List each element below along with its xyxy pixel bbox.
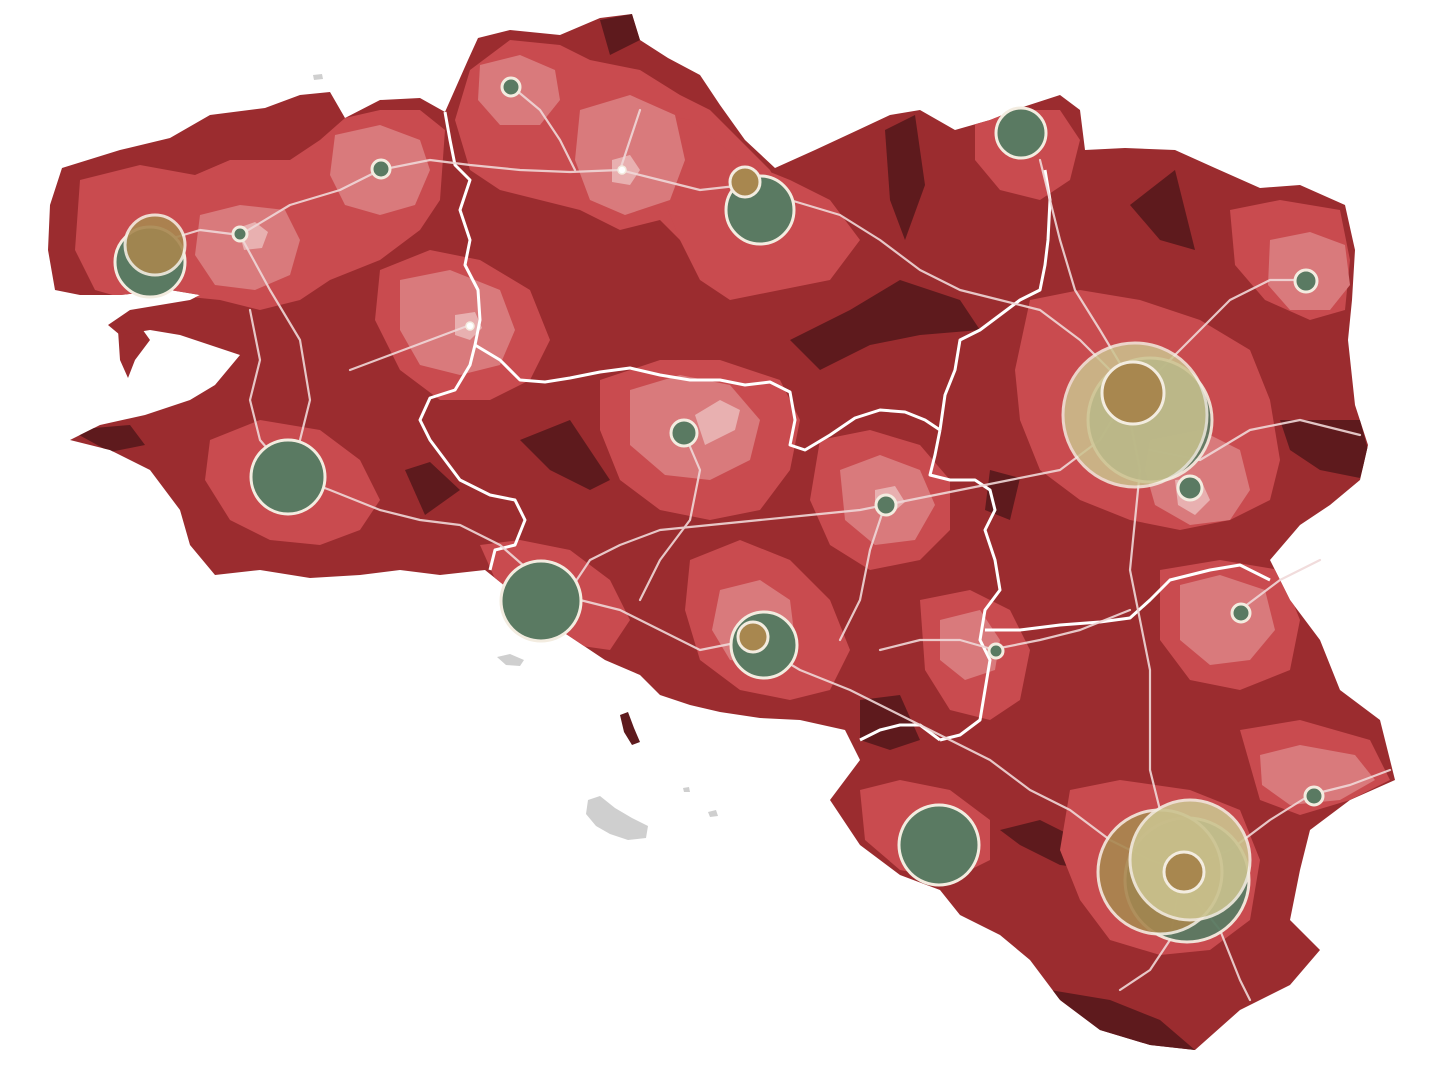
border-finistere-cotes bbox=[418, 111, 527, 571]
zone-dark-3 bbox=[790, 280, 980, 370]
road-pontivy bbox=[638, 433, 702, 602]
road-ploermel bbox=[838, 503, 887, 642]
road-rennes-stmalo bbox=[1038, 158, 1132, 382]
circle-marker-icon[interactable] bbox=[669, 418, 699, 448]
circle-marker-icon[interactable] bbox=[231, 225, 249, 243]
road-guingamp-north bbox=[618, 108, 642, 172]
road-loire bbox=[988, 608, 1132, 652]
border-cotes-morbihan bbox=[474, 343, 941, 452]
zone-dark-6 bbox=[405, 462, 460, 515]
circle-marker-icon[interactable] bbox=[1303, 785, 1325, 807]
road-n24 bbox=[568, 388, 1132, 592]
island-groix bbox=[497, 654, 524, 666]
road-morlaix-lannion bbox=[508, 83, 577, 172]
circle-marker-icon[interactable] bbox=[897, 803, 981, 887]
island-small-1 bbox=[708, 810, 718, 817]
circle-marker-icon[interactable] bbox=[1293, 268, 1319, 294]
border-cotes-ille bbox=[938, 169, 1052, 431]
zone-dark-5 bbox=[520, 420, 610, 490]
zone-pale-pontivy bbox=[695, 400, 740, 445]
circle-marker-icon[interactable] bbox=[1100, 360, 1166, 426]
zone-dark-8 bbox=[1050, 990, 1195, 1050]
road-redon bbox=[878, 638, 997, 652]
zone-dark-2 bbox=[885, 115, 925, 240]
circle-marker-icon[interactable] bbox=[1230, 602, 1252, 624]
zone-lighter-vitre bbox=[1180, 575, 1275, 665]
circle-marker-icon[interactable] bbox=[123, 213, 187, 277]
circle-marker-icon[interactable] bbox=[1176, 474, 1204, 502]
zone-dark-4 bbox=[1280, 420, 1368, 478]
zone-dark-9 bbox=[860, 695, 920, 750]
island-crozon-tip bbox=[118, 326, 150, 378]
city-markers[interactable] bbox=[113, 76, 1325, 944]
circle-marker-icon[interactable] bbox=[1162, 850, 1206, 894]
circle-marker-icon[interactable] bbox=[617, 165, 627, 175]
islands bbox=[118, 74, 718, 840]
circle-marker-icon[interactable] bbox=[736, 620, 770, 654]
road-vitre-east bbox=[1238, 558, 1322, 612]
circle-marker-icon[interactable] bbox=[728, 165, 762, 199]
zone-dark-1 bbox=[1130, 170, 1195, 250]
island-small-2 bbox=[683, 787, 690, 792]
border-ille-loire bbox=[985, 563, 1271, 632]
zone-lighter-redon bbox=[940, 610, 1000, 680]
road-n12-north bbox=[148, 158, 1132, 392]
circle-marker-icon[interactable] bbox=[465, 321, 475, 331]
zone-dark-13 bbox=[600, 14, 640, 55]
island-belle-ile bbox=[586, 796, 648, 840]
circle-marker-icon[interactable] bbox=[370, 158, 392, 180]
department-borders bbox=[418, 111, 1271, 742]
border-morbihan-loire bbox=[859, 723, 941, 742]
circle-marker-icon[interactable] bbox=[994, 106, 1048, 160]
island-quiberon bbox=[620, 712, 640, 745]
circle-marker-icon[interactable] bbox=[249, 438, 327, 516]
road-carhaix bbox=[348, 323, 472, 372]
circle-marker-icon[interactable] bbox=[874, 493, 898, 517]
border-morbihan-ille bbox=[928, 429, 1002, 742]
zone-dark-10 bbox=[70, 425, 145, 452]
circle-marker-icon[interactable] bbox=[499, 559, 583, 643]
circle-marker-icon[interactable] bbox=[500, 76, 522, 98]
circle-marker-icon[interactable] bbox=[987, 642, 1005, 660]
island-ouessant bbox=[313, 74, 323, 80]
zone-lighter-chateaubriant bbox=[1260, 745, 1375, 805]
